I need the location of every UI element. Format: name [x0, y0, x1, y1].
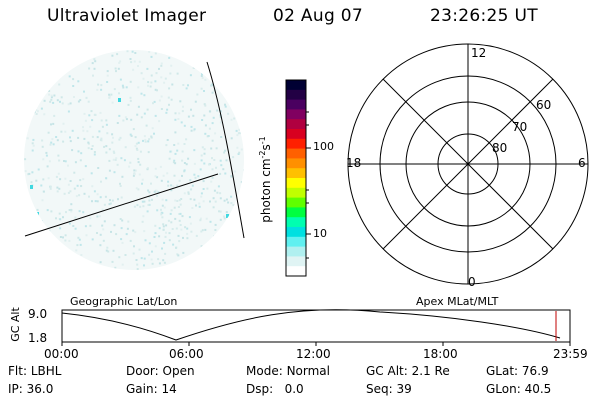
- colorbar-band: [286, 158, 306, 169]
- track-line: [24, 173, 219, 237]
- instrument-title: Ultraviolet Imager: [47, 6, 207, 26]
- x-tick-1200: 12:00: [296, 347, 331, 361]
- seq-info: Seq: 39: [366, 382, 412, 396]
- colorbar-band: [286, 187, 306, 199]
- colorbar-band: [286, 227, 306, 238]
- gc-alt-info: GC Alt: 2.1 Re: [366, 364, 450, 378]
- colorbar-band: [286, 168, 306, 179]
- x-tick-2359: 23:59: [553, 347, 588, 361]
- colorbar-band: [286, 119, 306, 130]
- timeline-ticks: [61, 342, 571, 346]
- mlt-label-6: 6: [578, 156, 586, 170]
- dsp-info: Dsp: 0.0: [246, 382, 304, 396]
- filter-info: Flt: LBHL: [8, 364, 62, 378]
- colorbar-band: [286, 129, 306, 140]
- x-tick-0000: 00:00: [44, 347, 79, 361]
- time-label: 23:26:25 UT: [430, 6, 538, 26]
- date-label: 02 Aug 07: [273, 6, 363, 26]
- mlt-label-18: 18: [346, 156, 362, 170]
- colorbar-band: [286, 217, 306, 228]
- lat-label-60: 60: [536, 98, 552, 112]
- x-tick-0600: 06:00: [169, 347, 204, 361]
- colorbar-band: [286, 236, 306, 248]
- colorbar-frame: [285, 79, 307, 277]
- door-info: Door: Open: [126, 364, 195, 378]
- lat-label-80: 80: [492, 141, 508, 155]
- colorbar-band: [286, 266, 306, 277]
- y-tick-high: 9.0: [28, 307, 48, 321]
- colorbar-band: [286, 207, 306, 218]
- y-tick-low: 1.8: [28, 331, 48, 345]
- gc-alt-axis-label: GC Alt: [8, 307, 22, 342]
- ip-info: IP: 36.0: [8, 382, 54, 396]
- gain-info: Gain: 14: [126, 382, 177, 396]
- colorbar-band: [286, 89, 306, 101]
- glon-info: GLon: 40.5: [486, 382, 552, 396]
- colorbar-band: [286, 109, 306, 120]
- colorbar-unit-label: photon cm-2s-1: [257, 136, 273, 223]
- polar-grid: [347, 43, 589, 285]
- mlt-label-0: 0: [468, 275, 476, 289]
- colorbar-band: [286, 256, 306, 267]
- apex-title: Apex MLat/MLT: [416, 295, 499, 308]
- colorbar-band: [286, 99, 306, 110]
- mlt-label-12: 12: [471, 46, 487, 60]
- lat-label-70: 70: [512, 120, 528, 134]
- mode-info: Mode: Normal: [246, 364, 330, 378]
- colorbar-ticks: [306, 111, 311, 259]
- altitude-curve: [61, 309, 561, 341]
- colorbar-band: [286, 246, 306, 257]
- colorbar: [286, 80, 306, 277]
- colorbar-band: [286, 80, 306, 91]
- x-tick-1800: 18:00: [423, 347, 458, 361]
- colorbar-band: [286, 197, 306, 208]
- altitude-frame: [61, 309, 571, 343]
- image-disk: [24, 50, 244, 270]
- colorbar-tick-10: 10: [313, 227, 327, 240]
- colorbar-band: [286, 178, 306, 189]
- glat-info: GLat: 76.9: [486, 364, 549, 378]
- terminator-arc: [206, 61, 245, 239]
- geographic-title: Geographic Lat/Lon: [70, 295, 178, 308]
- colorbar-band: [286, 138, 306, 150]
- colorbar-tick-100: 100: [313, 140, 334, 153]
- colorbar-band: [286, 148, 306, 159]
